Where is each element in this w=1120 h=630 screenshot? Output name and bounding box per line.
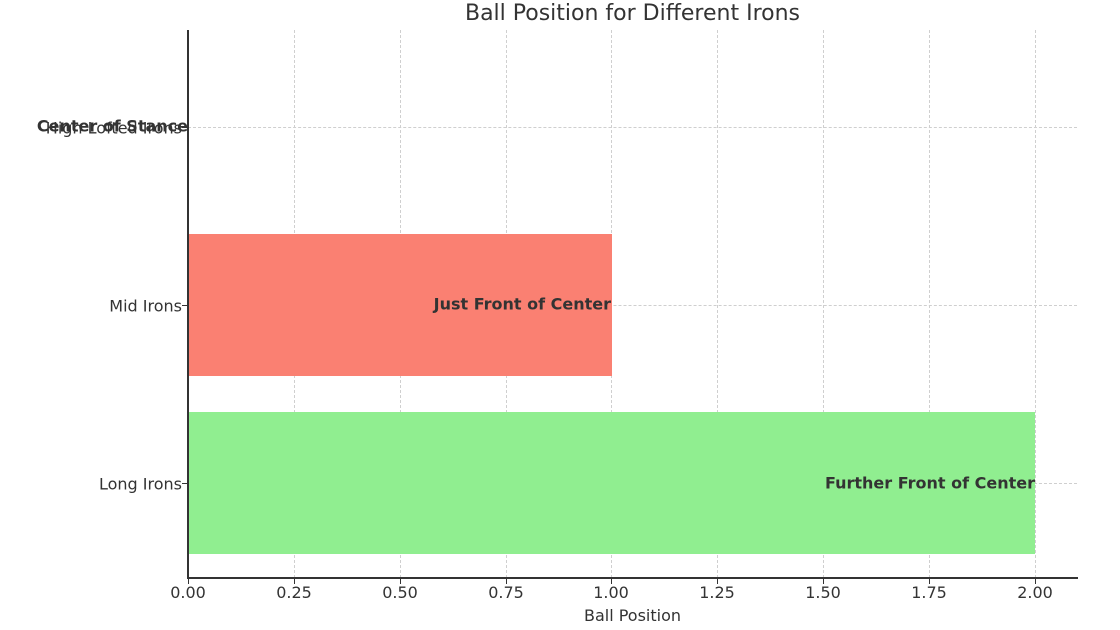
xtick: [717, 578, 718, 584]
vgrid-1.50: [823, 30, 824, 578]
xtick: [611, 578, 612, 584]
ytick: [182, 127, 188, 128]
y-axis-spine: [187, 30, 189, 579]
annotation-high-lofted-irons: Center of Stance: [36, 116, 188, 136]
ytick: [182, 305, 188, 306]
xtick-label: 0.50: [382, 583, 418, 602]
annotation-mid-irons: Just Front of Center: [433, 294, 611, 314]
xtick-label: 2.00: [1017, 583, 1053, 602]
xtick: [823, 578, 824, 584]
ytick-label-long-irons: Long Irons: [98, 474, 182, 494]
x-axis-label: Ball Position: [583, 606, 682, 625]
xtick: [294, 578, 295, 584]
vgrid-1.75: [929, 30, 930, 578]
xtick: [1035, 578, 1036, 584]
ytick: [182, 483, 188, 484]
xtick-label: 1.25: [699, 583, 735, 602]
annotation-long-irons: Further Front of Center: [824, 473, 1035, 493]
vgrid-2.00: [1035, 30, 1036, 578]
xtick-label: 0.25: [276, 583, 312, 602]
vgrid-1.25: [717, 30, 718, 578]
xtick: [929, 578, 930, 584]
hgrid-high-lofted: [188, 127, 1077, 128]
bar-long-irons: [188, 412, 1035, 554]
xtick: [188, 578, 189, 584]
xtick-label: 1.00: [593, 583, 629, 602]
xtick: [506, 578, 507, 584]
ytick-label-high-lofted-irons: High Lofted Irons: [45, 118, 182, 138]
xtick-label: 0.00: [170, 583, 206, 602]
ytick-label-mid-irons: Mid Irons: [109, 296, 182, 316]
xtick-label: 1.75: [911, 583, 947, 602]
hgrid-mid: [188, 305, 1077, 306]
xtick-label: 1.50: [805, 583, 841, 602]
x-axis-spine: [187, 577, 1078, 579]
xtick: [400, 578, 401, 584]
bar-mid-irons: [188, 234, 612, 376]
chart-title: Ball Position for Different Irons: [464, 1, 800, 26]
xtick-label: 0.75: [488, 583, 524, 602]
